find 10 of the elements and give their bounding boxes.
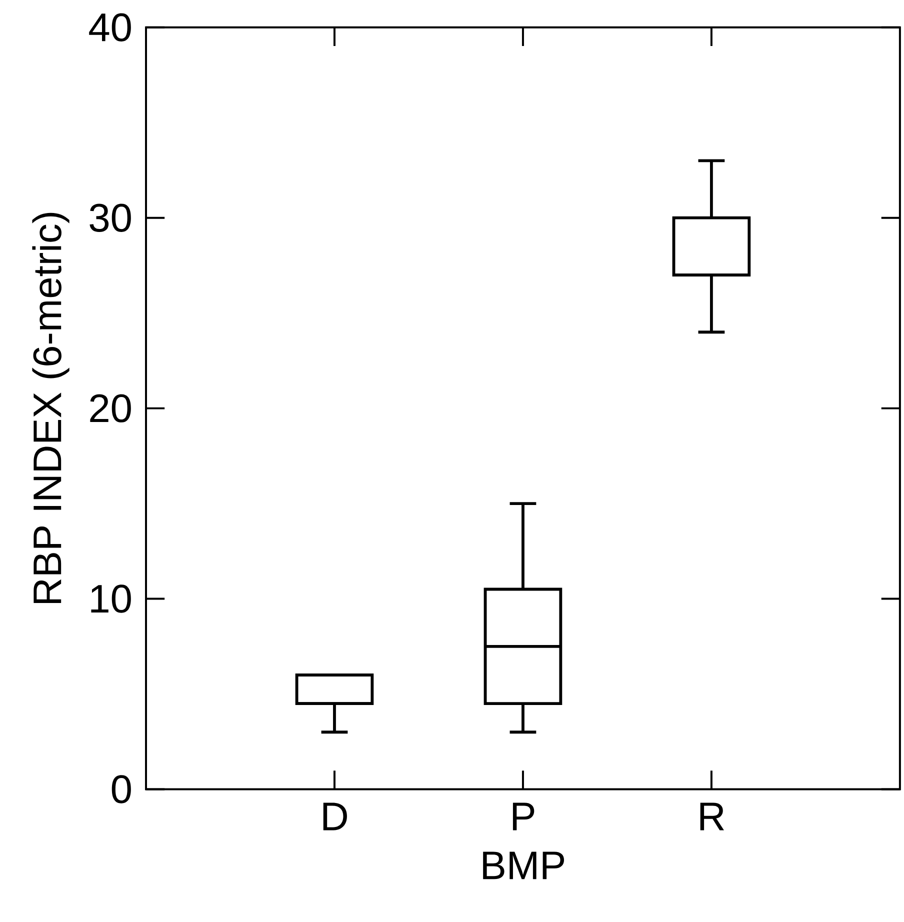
x-tick-label: P [512,802,534,830]
x-axis-title: BMP [483,852,564,880]
x-tick-label: R [700,802,724,830]
y-tick-label: 0 [112,775,131,804]
y-tick-label: 40 [89,13,131,42]
y-tick-label: 20 [90,394,131,422]
y-tick-label: 30 [90,204,131,232]
y-tick-label: 10 [91,584,131,613]
y-axis-title: RBP INDEX (6-metric) [32,212,70,604]
x-tick-label: D [323,802,347,830]
